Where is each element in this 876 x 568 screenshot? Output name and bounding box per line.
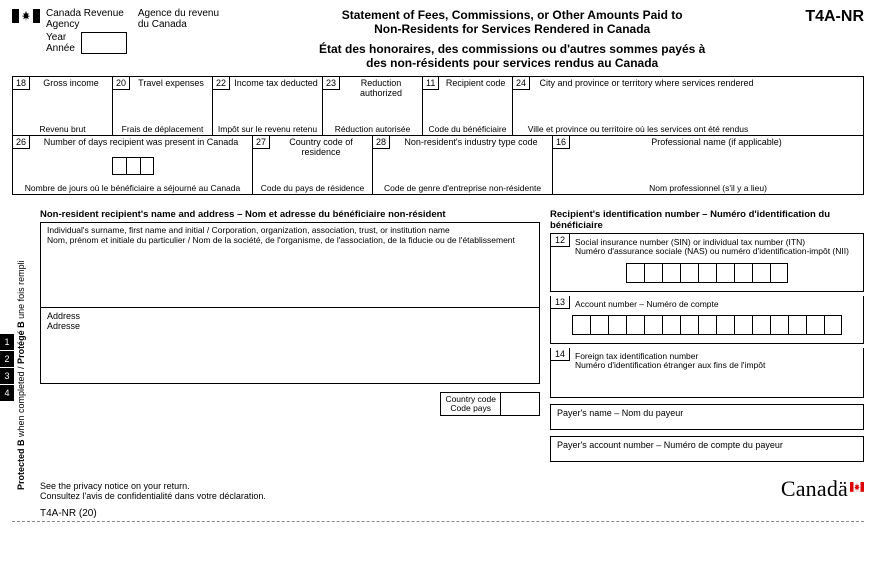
box-label-en: Country code of residence [270,136,372,158]
box-26: 26Number of days recipient was present i… [13,136,253,194]
black-tabs: 1234 [0,334,14,402]
box-22: 22Income tax deducted Impôt sur le revenu… [213,77,323,135]
box-label-fr: Nom professionnel (s'il y a lieu) [553,182,863,194]
agency-name-fr: Agence du revenu du Canada [138,8,219,30]
form-code: T4A-NR [805,8,864,26]
box-number: 11 [423,77,439,90]
boxes-row-2: 26Number of days recipient was present i… [12,136,864,195]
box-label-fr: Ville et province ou territoire où les s… [513,123,763,135]
payer-account-box: Payer's account number – Numéro de compt… [550,436,864,462]
privacy-notice-fr: Consultez l'avis de confidentialité dans… [40,491,266,501]
box-number: 26 [13,136,30,149]
box-label-fr: Revenu brut [13,123,112,135]
box-26-digits[interactable] [112,157,154,175]
header: Canada Revenue Agency Agence du revenu d… [12,8,864,70]
box-label-en: Professional name (if applicable) [570,136,863,148]
boxes-row-1: 18Gross incomeRevenu brut20Travel expens… [12,76,864,136]
copy-tab-3: 3 [0,368,14,384]
box-14-label-fr: Numéro d'identification étranger aux fin… [575,361,857,370]
agency-name-en: Canada Revenue Agency [46,8,124,30]
year-input[interactable] [81,32,127,54]
sin-itn-input[interactable] [557,263,857,283]
box-input[interactable] [213,90,322,123]
box-input[interactable] [553,149,863,182]
box-number: 28 [373,136,390,149]
form-title-en: Statement of Fees, Commissions, or Other… [219,8,805,36]
box-28: 28Non-resident's industry type code Code … [373,136,553,194]
privacy-notice-en: See the privacy notice on your return. [40,481,266,491]
box-12: 12 Social insurance number (SIN) or indi… [550,233,864,292]
box-label-fr: Code de genre d'entreprise non-résidente [373,182,552,194]
box-14: 14 Foreign tax identification number Num… [550,348,864,398]
copy-tab-4: 4 [0,385,14,401]
tear-line [12,521,864,522]
box-input[interactable] [13,149,252,182]
box-input[interactable] [13,90,112,123]
box-12-label-fr: Numéro d'assurance sociale (NAS) ou numé… [575,247,857,256]
country-code-box: Country code Code pays [440,392,540,416]
box-number: 18 [13,77,30,90]
year-label-en: Year [46,32,75,43]
box-27: 27Country code of residence Code du pays … [253,136,373,194]
payer-account-label: Payer's account number – Numéro de compt… [557,440,783,450]
box-number: 22 [213,77,230,90]
name-line2: Nom, prénom et initiale du particulier /… [47,236,533,246]
name-address-heading: Non-resident recipient's name and addres… [40,209,540,220]
box-label-fr: Frais de déplacement [113,123,212,135]
box-label-en: City and province or territory where ser… [530,77,763,89]
box-label-fr: Réduction autorisée [323,123,422,135]
box-14-number: 14 [551,348,570,361]
recipient-id-heading: Recipient's identification number – Numé… [550,209,864,231]
box-number: 20 [113,77,130,90]
box-label-en: Recipient code [439,77,512,89]
copy-tab-2: 2 [0,351,14,367]
box-label-en: Income tax deducted [230,77,322,89]
box-11: 11Recipient code Code du bénéficiaire [423,77,513,135]
box-18: 18Gross income Revenu brut [13,77,113,135]
box-16: 16Professional name (if applicable) Nom p… [553,136,863,194]
box-number: 27 [253,136,270,149]
box-input[interactable] [513,90,763,123]
box-input[interactable] [113,90,212,123]
box-number: 23 [323,77,340,90]
box-number: 24 [513,77,530,90]
box-input[interactable] [423,90,512,123]
box-label-fr: Nombre de jours où le bénéficiaire a séj… [13,182,252,194]
box-13-label: Account number – Numéro de compte [575,300,857,309]
box-label-en: Non-resident's industry type code [390,136,552,148]
box-label-en: Reduction authorized [340,77,422,99]
box-23: 23Reduction authorized Réduction autorisé… [323,77,423,135]
account-number-input[interactable] [557,315,857,335]
box-13-number: 13 [551,296,570,309]
country-code-label-fr: Code pays [445,404,496,413]
box-13: 13 Account number – Numéro de compte [550,296,864,344]
copy-tab-1: 1 [0,334,14,350]
canada-flag-icon [12,8,40,26]
box-label-en: Travel expenses [130,77,212,89]
name-address-box: Individual's surname, first name and ini… [40,222,540,384]
year-label-fr: Année [46,43,75,54]
canada-wordmark: Canadä [781,476,864,502]
form-version: T4A-NR (20) [40,508,864,519]
canada-wordmark-flag-icon [848,476,864,502]
address-label-fr: Adresse [47,321,533,331]
payer-name-box: Payer's name – Nom du payeur [550,404,864,430]
country-code-input[interactable] [501,393,539,415]
box-label-en: Number of days recipient was present in … [30,136,252,148]
box-label-en: Gross income [30,77,112,89]
box-input[interactable] [253,158,372,182]
box-20: 20Travel expenses Frais de déplacement [113,77,213,135]
box-input[interactable] [323,99,422,123]
payer-name-label: Payer's name – Nom du payeur [557,408,683,418]
form-title-fr: État des honoraires, des commissions ou … [219,42,805,70]
box-label-fr: Code du pays de résidence [253,182,372,194]
protected-b-side-text: Protected B when completed / Protégé B u… [16,230,26,490]
address-label-en: Address [47,311,533,321]
box-12-number: 12 [551,234,570,247]
box-number: 16 [553,136,570,149]
box-24: 24City and province or territory where s… [513,77,763,135]
box-label-fr: Code du bénéficiaire [423,123,512,135]
box-label-fr: Impôt sur le revenu retenu [213,123,322,135]
box-input[interactable] [373,149,552,182]
